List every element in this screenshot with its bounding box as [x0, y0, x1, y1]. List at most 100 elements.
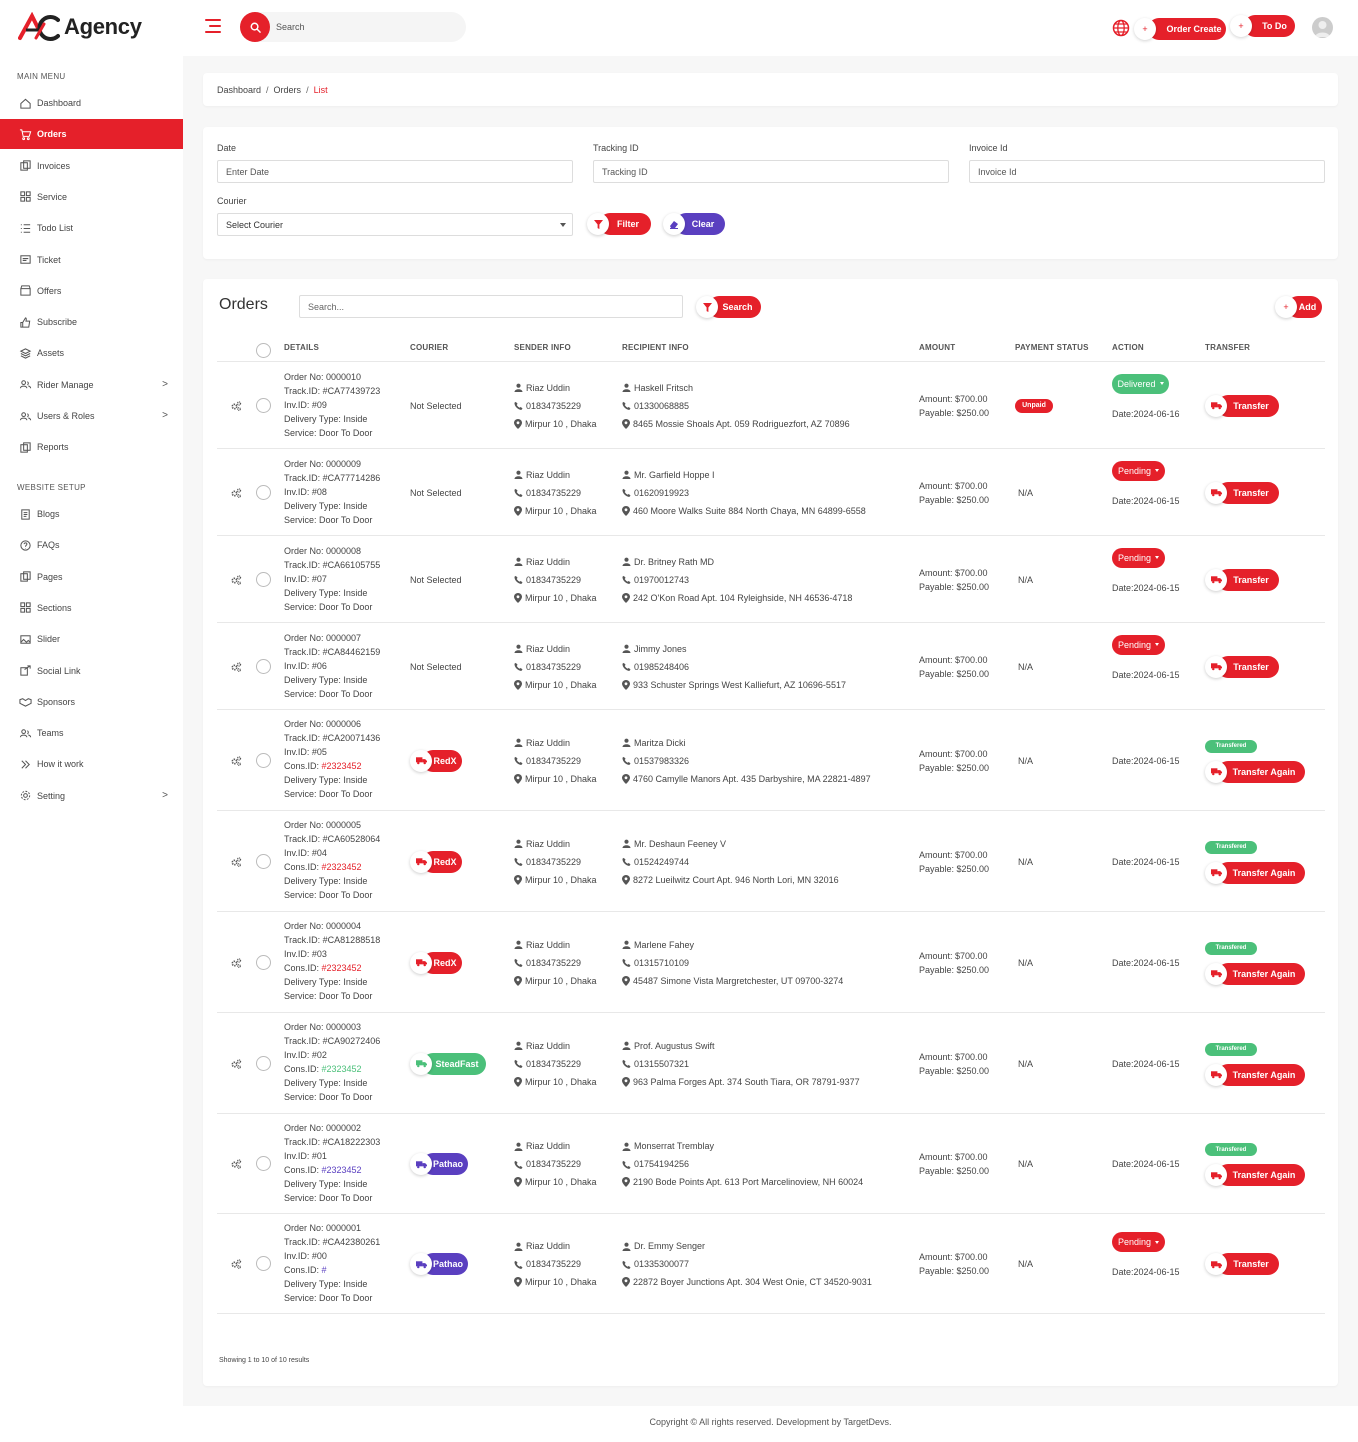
add-order-button[interactable]: + Add: [1275, 296, 1322, 318]
sender-info: Riaz Uddin 01834735229 Mirpur 10 , Dhaka: [514, 553, 597, 607]
courier-badge[interactable]: RedX: [410, 951, 462, 974]
detail-order: Order No: 0000005: [284, 820, 362, 830]
cons-id-value[interactable]: #: [321, 1265, 327, 1275]
sidebar-item-subscribe[interactable]: Subscribe: [0, 307, 183, 337]
global-search-input[interactable]: Search: [276, 22, 305, 32]
transfer-button[interactable]: Transfer: [1205, 481, 1279, 504]
home-icon: [19, 97, 32, 110]
sidebar-item-orders[interactable]: Orders: [0, 119, 183, 150]
sidebar-item-social-link[interactable]: Social Link: [0, 656, 183, 686]
transfer-button[interactable]: Transfer: [1205, 655, 1279, 678]
courier-select[interactable]: Select Courier: [217, 213, 573, 236]
row-select-radio[interactable]: [256, 1256, 271, 1271]
sidebar-item-invoices[interactable]: Invoices: [0, 151, 183, 181]
order-create-button[interactable]: Order Create: [1148, 18, 1226, 40]
global-search[interactable]: Search: [240, 12, 466, 42]
sidebar-item-ticket[interactable]: Ticket: [0, 245, 183, 275]
row-select-radio[interactable]: [256, 484, 271, 500]
select-all-radio[interactable]: [256, 343, 271, 358]
row-settings-icon[interactable]: [230, 661, 242, 673]
row-select-radio[interactable]: [256, 658, 271, 674]
order-status-dropdown[interactable]: Pending: [1112, 634, 1165, 655]
row-select-radio[interactable]: [256, 853, 271, 869]
filter-card: [203, 127, 1338, 259]
sidebar-item-faqs[interactable]: FAQs: [0, 530, 183, 560]
row-settings-icon[interactable]: [230, 957, 242, 969]
row-select-radio[interactable]: [256, 397, 271, 413]
sidebar-item-rider-manage[interactable]: Rider Manage >: [0, 370, 183, 400]
order-status-dropdown[interactable]: Delivered: [1112, 373, 1169, 394]
transfer-again-button[interactable]: Transfer Again: [1205, 1063, 1305, 1086]
sidebar-item-teams[interactable]: Teams: [0, 718, 183, 748]
sidebar-item-how-it-work[interactable]: How it work: [0, 749, 183, 779]
transfer-again-button[interactable]: Transfer Again: [1205, 1164, 1305, 1186]
clear-button[interactable]: Clear: [663, 213, 725, 235]
cons-id-value[interactable]: #2323452: [321, 1064, 362, 1074]
row-select-radio[interactable]: [256, 752, 271, 768]
cons-id-value[interactable]: #2323452: [321, 963, 362, 973]
orders-search-input[interactable]: Search...: [299, 295, 683, 318]
transfer-again-button[interactable]: Transfer Again: [1205, 861, 1305, 884]
language-globe-icon[interactable]: [1112, 19, 1130, 37]
courier-badge[interactable]: Pathao: [410, 1253, 468, 1275]
row-settings-icon[interactable]: [230, 755, 242, 767]
row-settings-icon[interactable]: [230, 1258, 242, 1270]
cons-id-value[interactable]: #2323452: [321, 862, 362, 872]
courier-badge[interactable]: RedX: [410, 749, 462, 772]
sidebar-item-sections[interactable]: Sections: [0, 593, 183, 623]
transfer-button[interactable]: Transfer: [1205, 568, 1279, 591]
sidebar-item-users-roles[interactable]: Users & Roles >: [0, 401, 183, 431]
sender-info: Riaz Uddin 01834735229 Mirpur 10 , Dhaka: [514, 734, 597, 788]
order-status-dropdown[interactable]: Pending: [1112, 547, 1165, 568]
date-input[interactable]: Enter Date: [217, 160, 573, 183]
row-settings-icon[interactable]: [230, 400, 242, 412]
sidebar-item-pages[interactable]: Pages: [0, 562, 183, 592]
row-select-radio[interactable]: [256, 954, 271, 970]
sender-value: Mirpur 10 , Dhaka: [525, 679, 597, 690]
menu-toggle-icon[interactable]: [205, 19, 221, 33]
row-settings-icon[interactable]: [230, 574, 242, 586]
cons-id-value[interactable]: #2323452: [321, 761, 362, 771]
sidebar-item-setting[interactable]: Setting >: [0, 781, 183, 811]
transfer-button[interactable]: Transfer: [1205, 394, 1279, 417]
sidebar-item-todo-list[interactable]: Todo List: [0, 213, 183, 243]
row-select-radio[interactable]: [256, 1156, 271, 1171]
sidebar-item-reports[interactable]: Reports: [0, 432, 183, 462]
sidebar-item-blogs[interactable]: Blogs: [0, 499, 183, 529]
row-select-radio[interactable]: [256, 1055, 271, 1071]
breadcrumb: Dashboard / Orders / List: [217, 85, 328, 95]
brand-logo[interactable]: Agency: [18, 12, 142, 42]
breadcrumb-orders[interactable]: Orders: [273, 85, 302, 95]
tracking-id-input[interactable]: Tracking ID: [593, 160, 949, 183]
sidebar-item-slider[interactable]: Slider: [0, 624, 183, 654]
order-status-dropdown[interactable]: Pending: [1112, 1232, 1165, 1252]
location-pin-icon: [514, 1076, 525, 1087]
filter-button[interactable]: Filter: [587, 213, 651, 235]
user-avatar[interactable]: [1312, 17, 1333, 38]
row-settings-icon[interactable]: [230, 856, 242, 868]
courier-badge[interactable]: SteadFast: [410, 1052, 486, 1075]
search-icon[interactable]: [240, 12, 270, 42]
transfer-again-button[interactable]: Transfer Again: [1205, 962, 1305, 985]
courier-badge[interactable]: Pathao: [410, 1153, 468, 1175]
todo-button[interactable]: To Do: [1244, 15, 1295, 37]
sidebar-item-dashboard[interactable]: Dashboard: [0, 88, 183, 118]
breadcrumb-dashboard[interactable]: Dashboard: [217, 85, 262, 95]
transfer-button[interactable]: Transfer: [1205, 1253, 1279, 1275]
row-settings-icon[interactable]: [230, 1058, 242, 1070]
orders-search-button[interactable]: Search: [696, 296, 761, 318]
sidebar-item-service[interactable]: Service: [0, 182, 183, 212]
cons-id-value[interactable]: #2323452: [321, 1165, 362, 1175]
row-select-radio[interactable]: [256, 571, 271, 587]
row-settings-icon[interactable]: [230, 1158, 242, 1170]
order-status-dropdown[interactable]: Pending: [1112, 460, 1165, 481]
courier-badge[interactable]: RedX: [410, 850, 462, 873]
invoice-id-input[interactable]: Invoice Id: [969, 160, 1325, 183]
order-details: Order No: 0000007 Track.ID: #CA84462159 In…: [284, 631, 380, 701]
sidebar-item-offers[interactable]: Offers: [0, 276, 183, 306]
sidebar-item-assets[interactable]: Assets: [0, 338, 183, 368]
row-settings-icon[interactable]: [230, 487, 242, 499]
transfer-again-button[interactable]: Transfer Again: [1205, 760, 1305, 783]
detail-service: Service: Door To Door: [284, 515, 373, 525]
sidebar-item-sponsors[interactable]: Sponsors: [0, 687, 183, 717]
